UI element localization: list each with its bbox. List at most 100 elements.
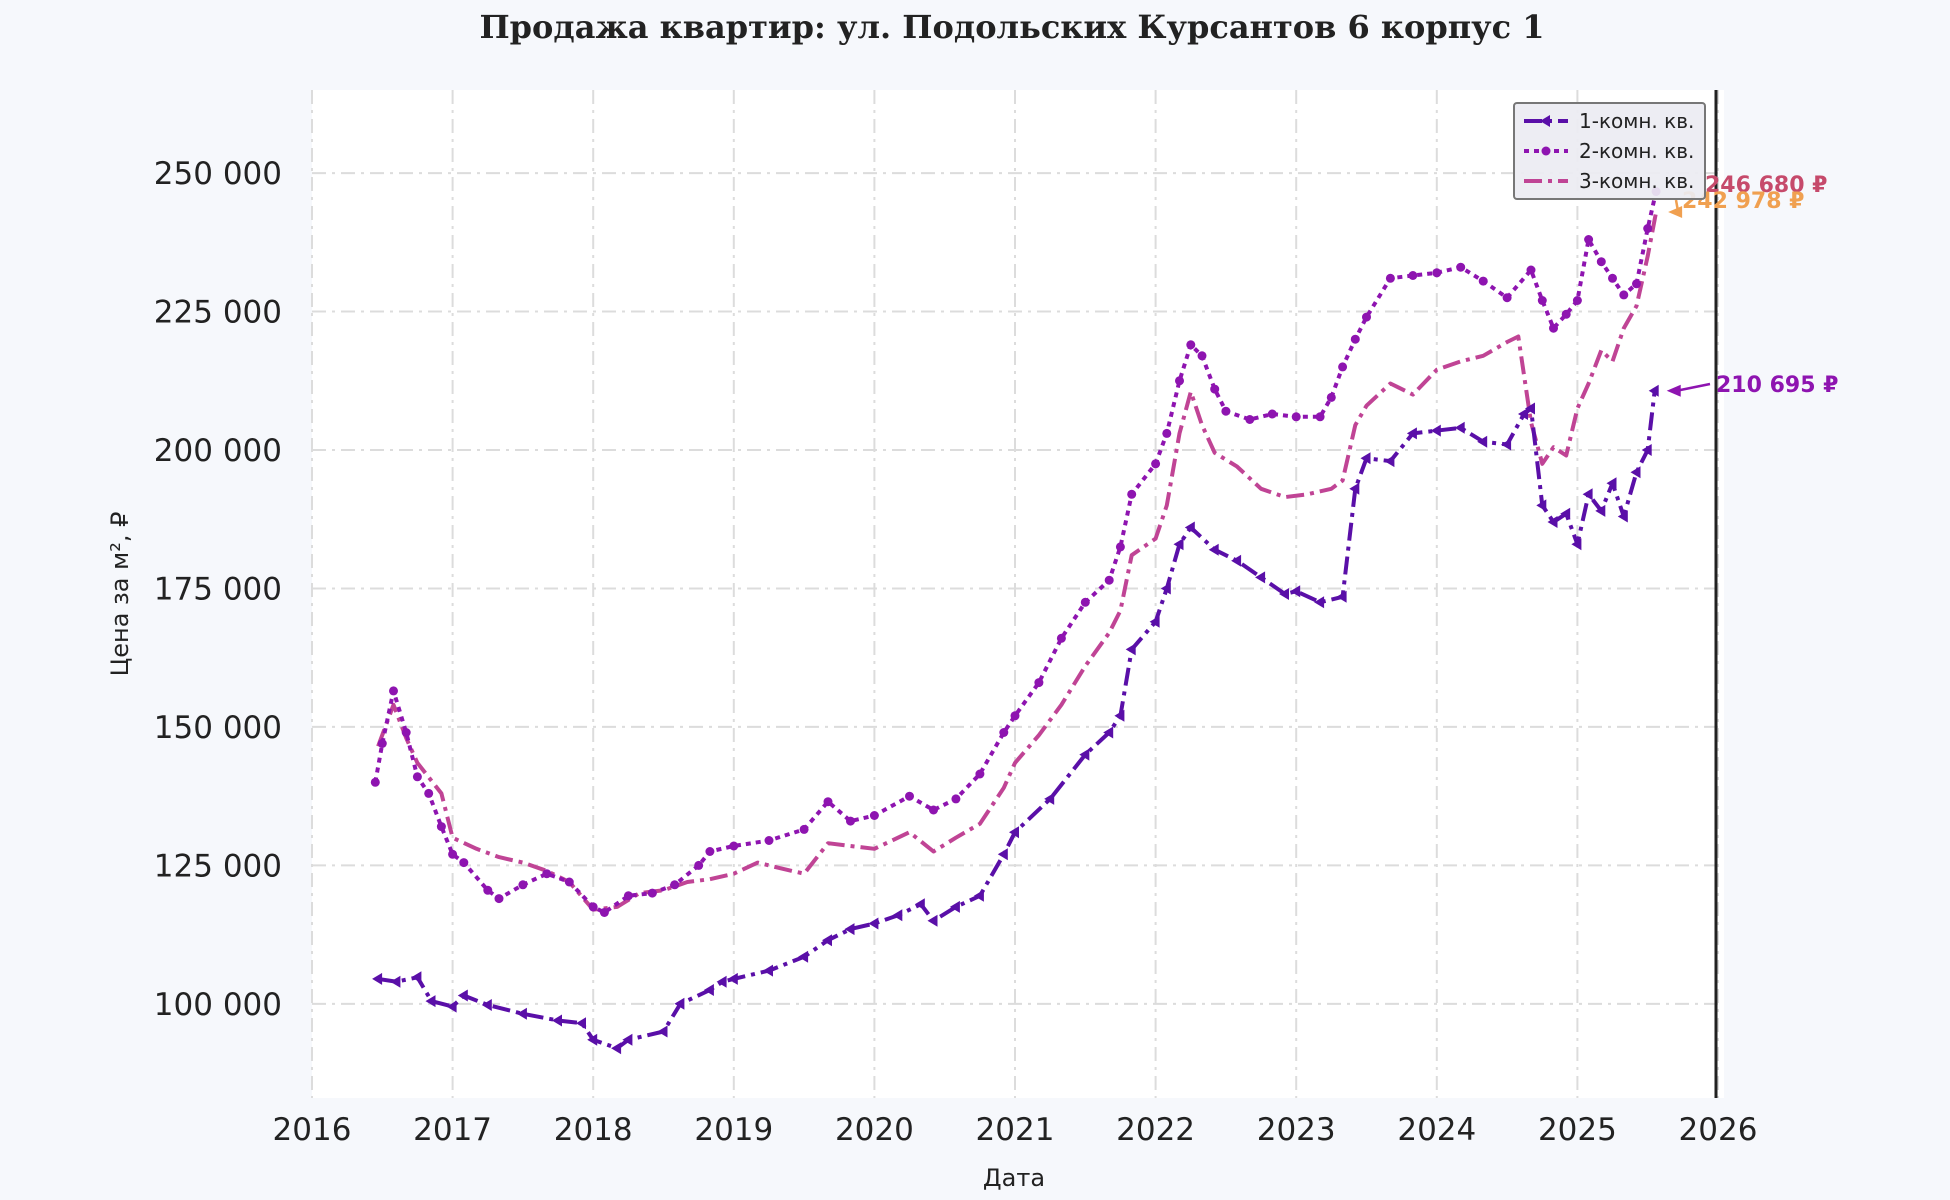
annotation-arrow-head: [1666, 384, 1681, 397]
data-point: [401, 728, 411, 737]
data-point: [798, 950, 809, 963]
data-point: [1571, 538, 1582, 551]
y-tick-label: 225 000: [154, 295, 282, 331]
data-point: [1454, 421, 1465, 434]
data-point: [1114, 709, 1125, 722]
data-point: [1536, 499, 1547, 512]
data-point: [1385, 273, 1395, 283]
series-3: [376, 211, 1659, 912]
data-point: [1526, 265, 1536, 275]
data-point: [1210, 384, 1220, 394]
data-point: [1267, 409, 1277, 419]
data-point: [1360, 452, 1371, 465]
data-point: [1103, 726, 1114, 739]
y-axis-label: Цена за м², ₽: [106, 512, 134, 677]
data-point: [1175, 376, 1184, 386]
data-point: [973, 889, 984, 902]
data-point: [1186, 340, 1196, 350]
data-point: [1009, 826, 1019, 839]
data-point: [542, 869, 552, 879]
data-point: [448, 849, 458, 859]
data-point: [1162, 428, 1172, 438]
data-point: [459, 858, 469, 868]
y-tick-label: 175 000: [154, 571, 282, 607]
data-point: [1501, 438, 1512, 451]
data-point: [1619, 290, 1629, 300]
legend-entry: 1-комн. кв.: [1524, 109, 1694, 133]
data-point: [1290, 585, 1301, 598]
legend-entry: 3-комн. кв.: [1524, 169, 1694, 193]
data-point: [1151, 459, 1161, 469]
legend-label: 1-комн. кв.: [1579, 109, 1694, 133]
data-point: [763, 964, 773, 977]
y-tick-label: 200 000: [154, 433, 282, 469]
x-axis-ticks: 2016 2017 2018 2019 2020 2021 2022 2023 2024 2025…: [273, 1112, 1758, 1148]
data-point: [1606, 477, 1617, 490]
data-point: [975, 769, 985, 779]
data-point: [552, 1014, 562, 1027]
data-point: [1560, 507, 1571, 520]
data-point: [576, 1017, 586, 1030]
data-point: [1208, 543, 1219, 556]
data-point: [1572, 296, 1582, 305]
data-point: [799, 824, 809, 834]
data-point: [1430, 424, 1441, 437]
data-point: [446, 1000, 457, 1013]
legend: 1-комн. кв. 2-комн. кв. 3-комн. кв.: [1513, 102, 1706, 200]
data-point: [611, 1042, 622, 1055]
data-point: [587, 1033, 598, 1046]
data-point: [1350, 334, 1360, 344]
data-point: [729, 841, 739, 851]
data-point: [1173, 538, 1184, 551]
data-point: [694, 860, 704, 870]
data-point: [1115, 542, 1125, 552]
data-point: [997, 848, 1008, 861]
data-point: [1314, 596, 1325, 609]
data-point: [1184, 521, 1195, 534]
data-point: [1127, 489, 1137, 499]
legend-label: 2-комн. кв.: [1579, 139, 1694, 163]
data-point: [703, 984, 714, 996]
data-point: [868, 917, 879, 930]
y-axis-ticks: 100 000 125 000 150 000 175 000 200 000 225 0…: [154, 156, 282, 1023]
data-point: [1477, 435, 1488, 448]
data-point: [516, 1007, 527, 1020]
data-point: [412, 772, 422, 782]
legend-box: [1513, 102, 1706, 200]
series-1: [372, 384, 1659, 1055]
data-point: [657, 1025, 668, 1038]
data-point: [1432, 268, 1442, 278]
data-point: [1125, 643, 1136, 656]
data-point: [1518, 408, 1528, 420]
data-point: [1643, 224, 1653, 233]
data-point: [1245, 415, 1255, 424]
data-point: [481, 999, 492, 1011]
data-point: [436, 822, 446, 832]
data-point: [411, 971, 422, 984]
data-point: [1456, 262, 1466, 272]
x-tick-label: 2021: [976, 1112, 1055, 1148]
data-point: [1582, 488, 1593, 501]
data-point: [1406, 427, 1417, 440]
x-tick-label: 2018: [554, 1112, 633, 1148]
data-point: [1478, 276, 1488, 286]
data-point: [716, 975, 727, 988]
x-tick-label: 2019: [694, 1112, 773, 1148]
x-tick-label: 2026: [1679, 1112, 1758, 1148]
data-point: [1279, 588, 1289, 600]
data-point: [846, 816, 855, 826]
data-point: [670, 880, 680, 890]
data-point: [1197, 351, 1207, 361]
data-point: [869, 811, 879, 820]
y-tick-label: 250 000: [154, 156, 282, 192]
data-point: [494, 894, 504, 904]
data-point: [377, 739, 387, 748]
data-point: [1160, 582, 1171, 595]
data-point: [389, 686, 398, 696]
data-point: [425, 995, 436, 1008]
annotations: 246 680 ₽242 978 ₽210 695 ₽: [1666, 173, 1838, 398]
data-point: [1010, 711, 1020, 721]
data-point: [905, 791, 914, 801]
data-point: [1255, 571, 1266, 584]
x-axis-label: Дата: [983, 1164, 1045, 1192]
